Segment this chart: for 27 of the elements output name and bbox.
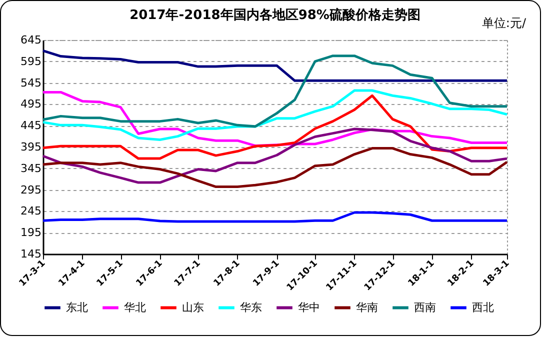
legend-label: 东北 — [66, 300, 88, 314]
y-tick-label: 395 — [20, 140, 42, 154]
y-tick-label: 145 — [20, 248, 42, 260]
line-series — [42, 211, 508, 223]
line-series — [42, 49, 508, 82]
legend-label: 西北 — [472, 300, 494, 314]
legend-label: 华北 — [124, 300, 146, 314]
y-tick-label: 645 — [20, 34, 42, 46]
legend-label: 山东 — [182, 300, 204, 314]
legend-label: 华南 — [356, 300, 378, 314]
legend-label: 华中 — [298, 300, 320, 314]
y-tick-label: 195 — [20, 226, 42, 240]
y-tick-label: 345 — [20, 162, 42, 175]
line-series — [42, 128, 508, 184]
line-series — [42, 54, 508, 128]
line-series — [42, 147, 508, 188]
y-tick-label: 495 — [20, 98, 42, 111]
y-tick-label: 445 — [20, 119, 42, 132]
y-tick-label: 595 — [20, 54, 42, 68]
y-tick-label: 545 — [20, 76, 42, 90]
legend-label: 华东 — [240, 300, 262, 314]
legend-label: 西南 — [414, 300, 436, 314]
line-series — [42, 94, 508, 160]
chart-title: 2017年-2018年国内各地区98%硫酸价格走势图 — [130, 7, 420, 23]
y-tick-label: 295 — [20, 183, 42, 196]
text: 单位:元/ — [482, 15, 526, 32]
y-tick-label: 245 — [20, 204, 42, 218]
